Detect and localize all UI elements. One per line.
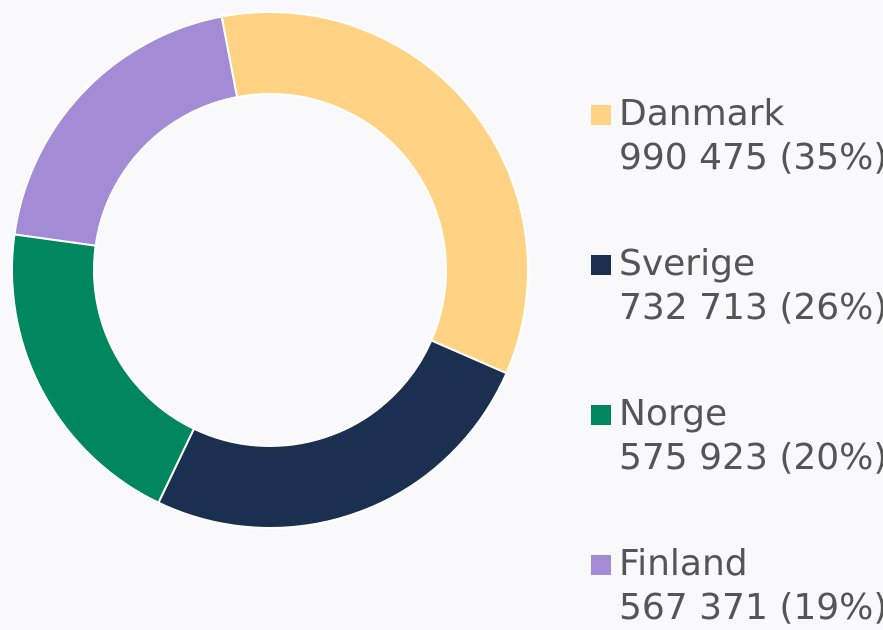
legend-value: 575 923 (20%) — [619, 437, 883, 478]
legend-value: 990 475 (35%) — [619, 137, 883, 178]
legend-value: 732 713 (26%) — [619, 287, 883, 328]
legend-swatch — [591, 405, 611, 425]
donut-slice — [11, 233, 196, 504]
legend-swatch — [591, 255, 611, 275]
donut-slice — [220, 11, 529, 375]
legend-swatch — [591, 555, 611, 575]
legend-value: 567 371 (19%) — [619, 587, 883, 628]
donut-slice — [13, 15, 239, 247]
legend-label: Sverige — [619, 243, 755, 284]
legend-label: Danmark — [619, 93, 785, 134]
donut-slice — [157, 339, 508, 529]
legend-label: Norge — [619, 393, 727, 434]
legend-label: Finland — [619, 543, 748, 584]
legend-swatch — [591, 105, 611, 125]
